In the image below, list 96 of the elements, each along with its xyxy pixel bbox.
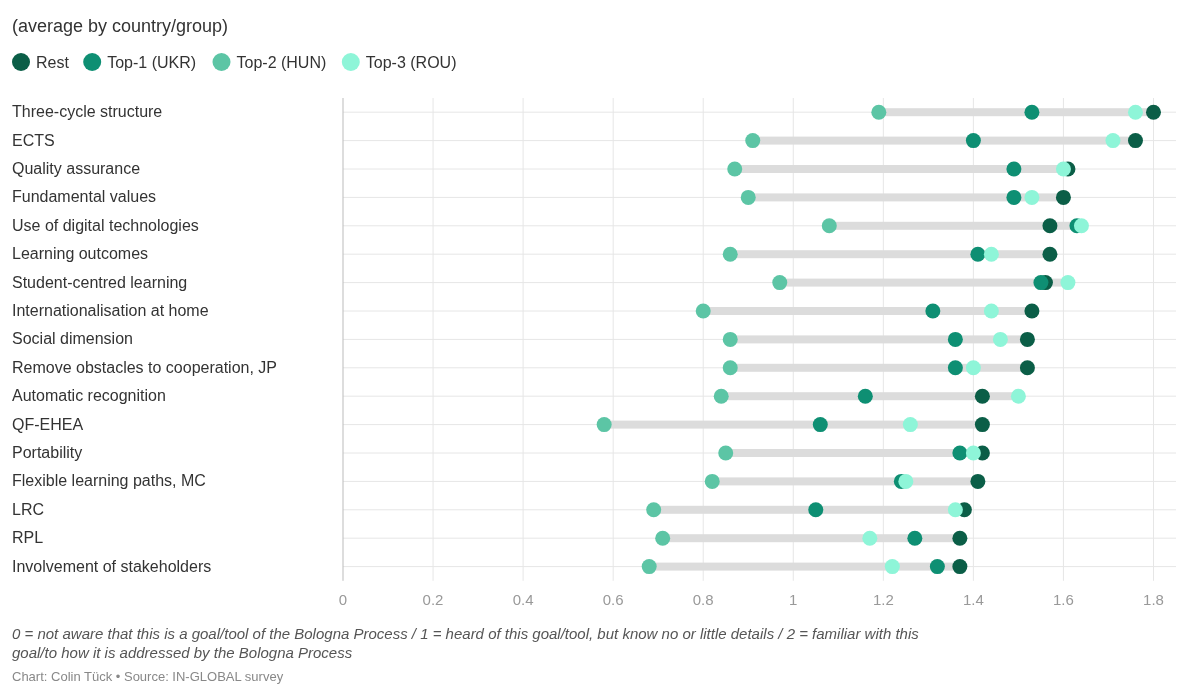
point (1024, 104, 1040, 120)
point (722, 246, 738, 262)
point (1145, 104, 1161, 120)
point (641, 559, 657, 575)
point (952, 445, 968, 461)
y-tick-label: Student-centred learning (12, 273, 188, 291)
legend-label: Top-2 (HUN) (236, 54, 327, 71)
point (808, 502, 824, 518)
point (596, 417, 612, 433)
point (862, 530, 878, 546)
y-tick-label: Social dimension (12, 330, 133, 348)
y-tick-label: ECTS (12, 131, 55, 149)
x-tick-label: 0.4 (512, 590, 534, 608)
point (970, 246, 986, 262)
y-tick-label: Three-cycle structure (12, 103, 163, 121)
point (1010, 388, 1026, 404)
point (970, 473, 986, 489)
point (1024, 303, 1040, 319)
legend-label: Rest (36, 54, 70, 71)
y-tick-label: Quality assurance (12, 160, 141, 177)
point (1055, 189, 1071, 205)
point (974, 417, 990, 433)
point (740, 189, 756, 205)
point (952, 530, 968, 546)
text: Chart: Colin Tück • Source: IN-GLOBAL survey (12, 668, 284, 684)
point (722, 331, 738, 347)
point (947, 360, 963, 376)
point (727, 161, 743, 177)
x-tick-label: 1 (789, 590, 798, 608)
point (722, 360, 738, 376)
point (898, 473, 914, 489)
y-tick-label: Flexible learning paths, MC (12, 472, 206, 490)
point (718, 445, 734, 461)
y-tick-label: Internationalisation at home (12, 302, 209, 319)
point (947, 502, 963, 518)
point (965, 133, 981, 149)
point (871, 104, 887, 120)
point (965, 445, 981, 461)
point (646, 502, 662, 518)
point (1127, 104, 1143, 120)
point (745, 133, 761, 149)
y-tick-label: RPL (12, 529, 44, 547)
x-tick-label: 0.6 (602, 590, 624, 608)
point (812, 417, 828, 433)
point (1033, 275, 1049, 291)
point (713, 388, 729, 404)
point (821, 218, 837, 234)
point (857, 388, 873, 404)
point (1127, 133, 1143, 149)
point (1006, 189, 1022, 205)
text: (average by country/group) (12, 16, 229, 36)
point (1042, 246, 1058, 262)
point (1042, 218, 1058, 234)
point (952, 559, 968, 575)
point (1019, 360, 1035, 376)
x-tick-label: 1.2 (872, 590, 894, 608)
point (1019, 331, 1035, 347)
point (983, 303, 999, 319)
point (983, 246, 999, 262)
point (1073, 218, 1089, 234)
point (925, 303, 941, 319)
point (907, 530, 923, 546)
point (772, 275, 788, 291)
x-tick-label: 0 (338, 590, 348, 608)
point (1105, 133, 1121, 149)
x-tick-label: 1.4 (962, 590, 984, 608)
point (1024, 189, 1040, 205)
legend-label: Top-1 (UKR) (107, 54, 197, 71)
y-tick-label: Involvement of stakeholders (12, 557, 212, 575)
point (1055, 161, 1071, 177)
point (884, 559, 900, 575)
point (902, 417, 918, 433)
y-tick-label: Learning outcomes (12, 245, 149, 263)
y-tick-label: Automatic recognition (12, 387, 166, 405)
y-tick-label: QF-EHEA (12, 415, 84, 433)
text: 0 = not aware that this is a goal/tool of the Bologna Process / 1 = heard of this goal/tool, but know no or little details / 2 = familiar with this goal/to how it is addressed by the Bologna Process (12, 624, 920, 661)
point (965, 360, 981, 376)
point (992, 331, 1008, 347)
point (974, 388, 990, 404)
point (695, 303, 711, 319)
x-tick-label: 1.6 (1053, 590, 1074, 608)
point (1060, 275, 1076, 291)
y-tick-label: LRC (12, 500, 45, 518)
x-tick-label: 1.8 (1143, 590, 1164, 608)
point (704, 473, 720, 489)
point (947, 331, 963, 347)
x-tick-label: 0.2 (422, 590, 444, 608)
point (1006, 161, 1022, 177)
point (655, 530, 671, 546)
x-tick-label: 0.8 (692, 590, 714, 608)
point (929, 559, 945, 575)
y-tick-label: Use of digital technologies (12, 216, 199, 234)
y-tick-label: Remove obstacles to cooperation, JP (12, 358, 278, 376)
legend-label: Top-3 (ROU) (365, 54, 457, 71)
y-tick-label: Portability (12, 444, 83, 461)
y-tick-label: Fundamental values (12, 188, 157, 206)
